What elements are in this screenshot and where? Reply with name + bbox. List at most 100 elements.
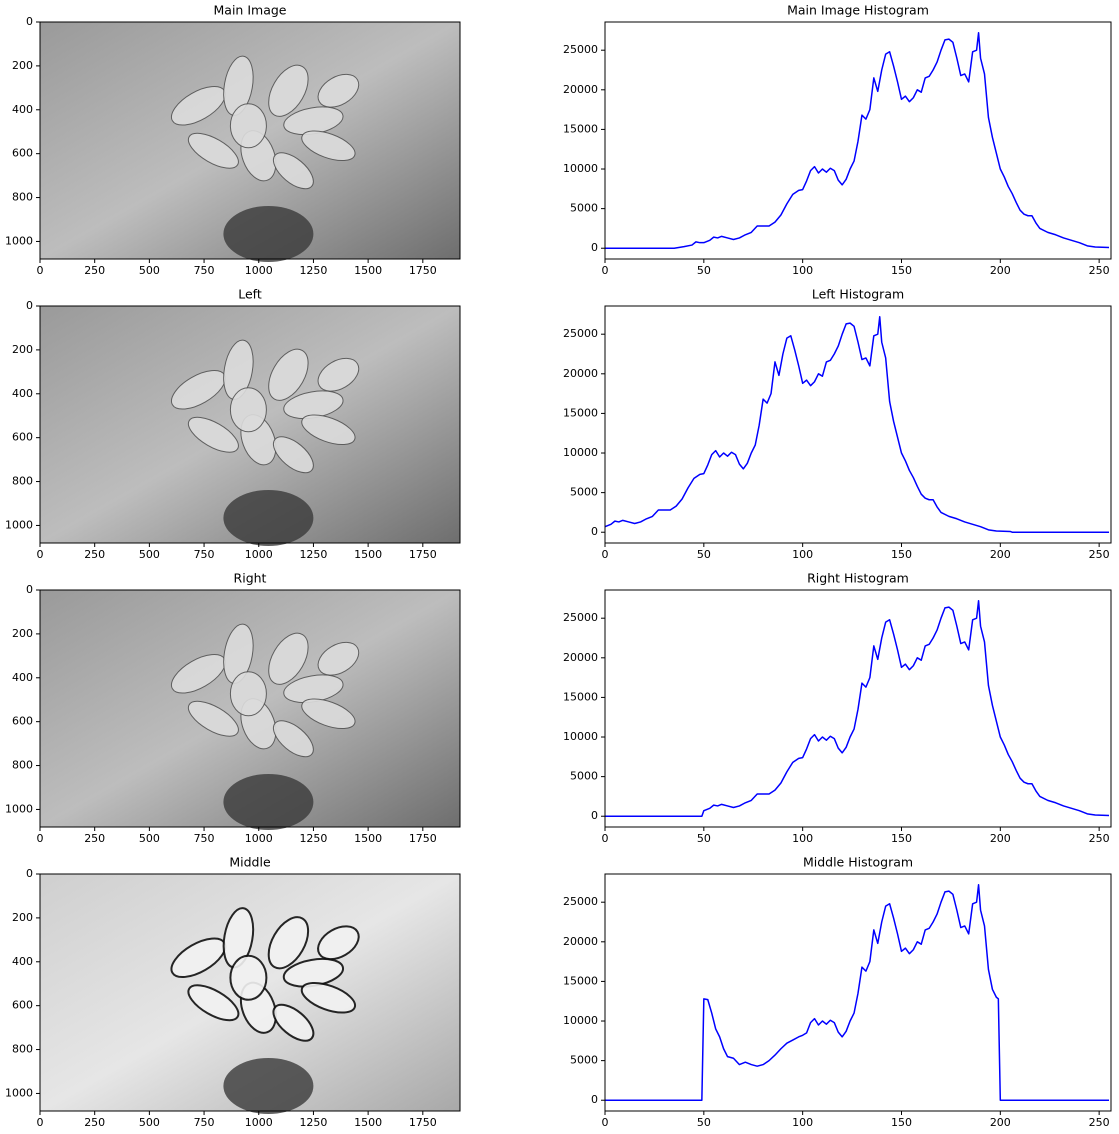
axes-frame xyxy=(39,305,461,544)
axes-frame xyxy=(39,873,461,1112)
x-tick-label: 50 xyxy=(697,832,711,845)
y-tick-label: 0 xyxy=(26,867,33,880)
x-tick-label: 0 xyxy=(37,1116,44,1129)
image-detail xyxy=(268,348,309,401)
y-tick-label: 200 xyxy=(12,59,33,72)
y-tick-label: 1000 xyxy=(5,1086,33,1099)
image-detail xyxy=(300,981,357,1014)
x-tick-label: 200 xyxy=(990,548,1011,561)
axes-frame xyxy=(604,589,1112,828)
x-tick-label: 1750 xyxy=(409,548,437,561)
y-tick-label: 25000 xyxy=(563,895,598,908)
histogram-line xyxy=(605,600,1110,817)
x-tick-label: 1000 xyxy=(245,832,273,845)
x-tick-label: 50 xyxy=(697,548,711,561)
y-tick-label: 600 xyxy=(12,999,33,1012)
y-tick-label: 1000 xyxy=(5,802,33,815)
image-detail xyxy=(301,698,356,730)
y-tick-label: 800 xyxy=(12,759,33,772)
x-tick-label: 200 xyxy=(990,264,1011,277)
image-detail xyxy=(272,436,314,474)
image-detail xyxy=(272,720,314,758)
x-tick-label: 500 xyxy=(139,832,160,845)
subplot-title: Middle xyxy=(229,855,271,870)
x-tick-label: 1500 xyxy=(354,264,382,277)
x-tick-label: 100 xyxy=(792,264,813,277)
y-tick-label: 15000 xyxy=(563,974,598,987)
subplot-title: Left xyxy=(238,287,262,302)
y-tick-label: 20000 xyxy=(563,935,598,948)
image-detail xyxy=(229,103,267,149)
y-tick-label: 1000 xyxy=(5,518,33,531)
x-tick-label: 500 xyxy=(139,264,160,277)
histogram-line xyxy=(605,884,1110,1101)
image-detail xyxy=(187,132,239,169)
subplot: Right Histogram 0 50 100 150 200 250 0 5000 10000… xyxy=(563,571,1112,845)
x-tick-label: 1000 xyxy=(245,548,273,561)
x-tick-label: 1250 xyxy=(299,832,327,845)
subplot: Main Image 0 250 500 750 1000 1250 1500 1750 0 200… xyxy=(5,3,461,277)
subplot: Right 0 250 500 750 1000 1250 1500 1750 0 200 400 60… xyxy=(5,571,461,845)
y-tick-label: 0 xyxy=(591,809,598,822)
x-tick-label: 150 xyxy=(891,548,912,561)
x-tick-label: 150 xyxy=(891,264,912,277)
subplot: Left 0 250 500 750 1000 1250 1500 1750 0 200 400 600… xyxy=(5,287,461,561)
axes-frame xyxy=(604,21,1112,260)
image-detail xyxy=(268,64,309,117)
image-detail xyxy=(301,130,356,162)
image-detail xyxy=(272,152,314,190)
y-tick-label: 0 xyxy=(26,583,33,596)
image-detail xyxy=(317,925,360,961)
image-detail xyxy=(223,490,314,546)
x-tick-label: 1750 xyxy=(409,264,437,277)
y-tick-label: 20000 xyxy=(563,83,598,96)
y-tick-label: 0 xyxy=(591,1093,598,1106)
axes-frame xyxy=(604,873,1112,1112)
image-detail xyxy=(272,1003,315,1042)
y-tick-label: 800 xyxy=(12,1043,33,1056)
y-tick-label: 0 xyxy=(26,15,33,28)
x-tick-label: 1250 xyxy=(299,264,327,277)
x-tick-label: 250 xyxy=(84,1116,105,1129)
subplot-title: Middle Histogram xyxy=(803,855,913,870)
image-detail xyxy=(317,641,360,676)
x-tick-label: 100 xyxy=(792,832,813,845)
x-tick-label: 50 xyxy=(697,1116,711,1129)
y-tick-label: 5000 xyxy=(570,1054,598,1067)
x-tick-label: 100 xyxy=(792,1116,813,1129)
x-tick-label: 250 xyxy=(1089,548,1110,561)
x-tick-label: 750 xyxy=(194,832,215,845)
x-tick-label: 0 xyxy=(602,548,609,561)
image-detail xyxy=(317,73,360,108)
image-detail xyxy=(187,700,239,737)
image-detail xyxy=(317,357,360,392)
image-detail xyxy=(187,416,239,453)
x-tick-label: 250 xyxy=(84,264,105,277)
x-tick-label: 200 xyxy=(990,832,1011,845)
y-tick-label: 15000 xyxy=(563,122,598,135)
x-tick-label: 1750 xyxy=(409,1116,437,1129)
subplot-title: Right Histogram xyxy=(807,571,909,586)
image-detail xyxy=(229,671,267,717)
x-tick-label: 100 xyxy=(792,548,813,561)
image-detail xyxy=(267,916,310,970)
y-tick-label: 1000 xyxy=(5,234,33,247)
y-tick-label: 200 xyxy=(12,911,33,924)
subplot-title: Main Image Histogram xyxy=(787,3,929,18)
axes-frame xyxy=(39,21,461,260)
subplot-title: Right xyxy=(234,571,267,586)
x-tick-label: 750 xyxy=(194,548,215,561)
x-tick-label: 250 xyxy=(1089,1116,1110,1129)
x-tick-label: 250 xyxy=(84,548,105,561)
y-tick-label: 5000 xyxy=(570,770,598,783)
x-tick-label: 0 xyxy=(37,264,44,277)
subplot: Left Histogram 0 50 100 150 200 250 0 5000 10000 1… xyxy=(563,287,1112,561)
x-tick-label: 250 xyxy=(1089,832,1110,845)
x-tick-label: 500 xyxy=(139,548,160,561)
y-tick-label: 600 xyxy=(12,715,33,728)
image-detail xyxy=(187,984,240,1022)
x-tick-label: 750 xyxy=(194,1116,215,1129)
y-tick-label: 800 xyxy=(12,191,33,204)
y-tick-label: 0 xyxy=(591,241,598,254)
